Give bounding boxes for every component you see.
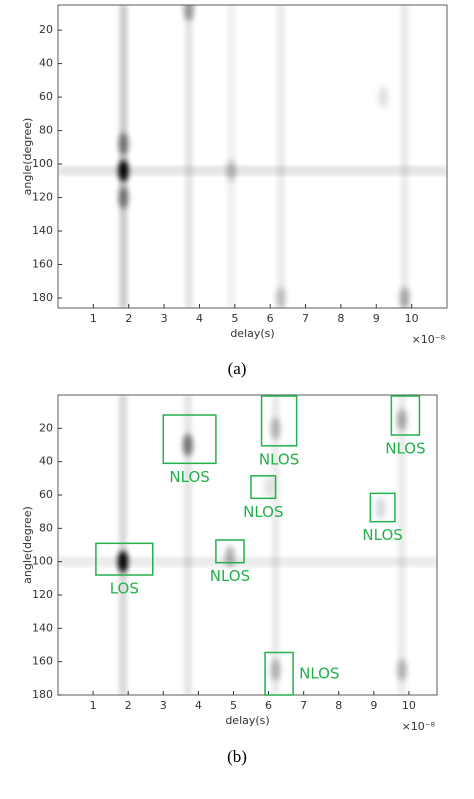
blob [182, 434, 193, 456]
annotation-box [369, 492, 396, 523]
annotation-box [260, 395, 298, 447]
x-tick-label: 2 [125, 699, 132, 712]
blob [399, 286, 410, 308]
y-axis-label: angle(degree) [21, 506, 34, 584]
y-tick-label: 180 [32, 291, 53, 304]
x-tick-label: 10 [402, 699, 416, 712]
x-tick-label: 8 [337, 312, 344, 325]
blob [270, 417, 281, 440]
blob [396, 659, 407, 681]
x-tick-label: 5 [230, 699, 237, 712]
blob [226, 159, 237, 182]
x-tick-label: 7 [300, 699, 307, 712]
annotation-label: NLOS [169, 468, 209, 486]
heatmap [58, 395, 437, 695]
annotation-label: LOS [110, 580, 139, 598]
y-tick-label: 120 [32, 191, 53, 204]
h-streak [58, 165, 447, 176]
x-tick-label: 9 [370, 699, 377, 712]
blob [183, 5, 194, 22]
x-tick-label: 10 [405, 312, 419, 325]
y-tick-label: 140 [32, 224, 53, 237]
x-exponent: ×10⁻⁸ [402, 720, 436, 733]
blob [224, 545, 235, 568]
blob [118, 159, 129, 182]
annotation-box [264, 651, 294, 696]
plot-area [58, 5, 447, 308]
x-tick-label: 8 [335, 699, 342, 712]
v-streak [184, 5, 193, 308]
h-streak [58, 556, 437, 567]
v-streak [118, 395, 127, 695]
annotation-label: NLOS [299, 664, 339, 682]
annotation-box [250, 475, 277, 500]
x-tick-label: 3 [161, 312, 168, 325]
v-streak [183, 395, 192, 695]
x-tick-label: 9 [373, 312, 380, 325]
x-tick-label: 6 [267, 312, 274, 325]
plot-frame [57, 4, 448, 309]
y-tick-label: 80 [39, 124, 53, 137]
x-tick-label: 2 [125, 312, 132, 325]
blob [275, 286, 286, 308]
y-tick-label: 160 [32, 257, 53, 270]
y-tick-label: 100 [32, 555, 53, 568]
v-streak [227, 5, 236, 308]
x-tick-label: 4 [195, 699, 202, 712]
y-tick-label: 160 [32, 655, 53, 668]
blob [396, 409, 407, 431]
x-exponent: ×10⁻⁸ [412, 333, 446, 346]
caption: (b) [227, 747, 247, 766]
x-axis-label: delay(s) [225, 714, 269, 727]
y-tick-label: 80 [39, 521, 53, 534]
annotation-box [162, 414, 217, 465]
x-tick-label: 7 [302, 312, 309, 325]
annotation-label: NLOS [243, 503, 283, 521]
annotation-label: NLOS [385, 440, 425, 458]
plot-frame [57, 394, 438, 696]
x-tick-label: 1 [90, 699, 97, 712]
y-tick-label: 60 [39, 90, 53, 103]
x-axis-label: delay(s) [230, 327, 274, 340]
x-tick-label: 1 [90, 312, 97, 325]
annotation-label: NLOS [362, 526, 402, 544]
x-tick-label: 6 [265, 699, 272, 712]
y-tick-label: 180 [32, 688, 53, 701]
caption: (a) [228, 359, 247, 378]
v-streak [400, 5, 409, 308]
v-streak [271, 395, 280, 695]
annotation-label: NLOS [210, 567, 250, 585]
y-tick-label: 40 [39, 57, 53, 70]
blob [263, 475, 274, 498]
blob [378, 86, 389, 109]
blob [375, 497, 386, 520]
annotation-box [95, 542, 154, 576]
annotation-label: NLOS [259, 450, 299, 468]
annotation-box [390, 395, 421, 436]
annotation-box [215, 539, 245, 564]
blob [118, 186, 129, 209]
x-tick-label: 5 [231, 312, 238, 325]
y-tick-label: 100 [32, 157, 53, 170]
plot-area [58, 395, 437, 695]
v-streak [397, 395, 406, 695]
blob [117, 550, 128, 573]
v-streak [119, 5, 128, 308]
y-tick-label: 140 [32, 621, 53, 634]
y-axis-label: angle(degree) [21, 118, 34, 196]
v-streak [276, 5, 285, 308]
y-tick-label: 20 [39, 421, 53, 434]
heatmap [58, 5, 447, 308]
blob [118, 132, 129, 155]
x-tick-label: 4 [196, 312, 203, 325]
blob [270, 659, 281, 681]
y-tick-label: 60 [39, 488, 53, 501]
x-tick-label: 3 [160, 699, 167, 712]
y-tick-label: 20 [39, 23, 53, 36]
y-tick-label: 120 [32, 588, 53, 601]
y-tick-label: 40 [39, 455, 53, 468]
